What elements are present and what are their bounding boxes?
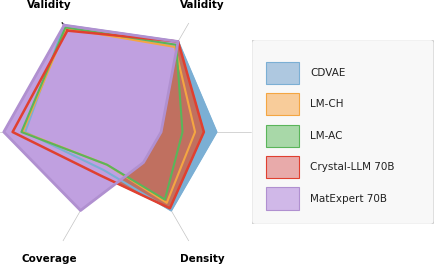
Text: Structure
Validity: Structure Validity [175,0,230,10]
Polygon shape [23,29,195,203]
Text: Coverage
Precision: Coverage Precision [21,254,77,264]
FancyBboxPatch shape [252,40,434,224]
Text: CDVAE: CDVAE [310,68,345,78]
Text: LM-AC: LM-AC [310,131,342,141]
Text: Crystal-LLM 70B: Crystal-LLM 70B [310,162,395,172]
Text: MatExpert 70B: MatExpert 70B [310,194,387,204]
FancyBboxPatch shape [266,93,299,115]
Polygon shape [21,27,182,200]
Polygon shape [4,25,178,210]
FancyBboxPatch shape [266,125,299,147]
Text: LM-CH: LM-CH [310,99,344,109]
Text: Composition
Validity: Composition Validity [12,0,86,10]
Text: Density
Distance: Density Distance [177,254,228,264]
FancyBboxPatch shape [266,62,299,84]
Text: # Atom
Distance: # Atom Distance [254,121,305,143]
FancyBboxPatch shape [266,187,299,210]
Polygon shape [25,25,217,210]
Polygon shape [13,31,204,208]
FancyBboxPatch shape [266,156,299,178]
